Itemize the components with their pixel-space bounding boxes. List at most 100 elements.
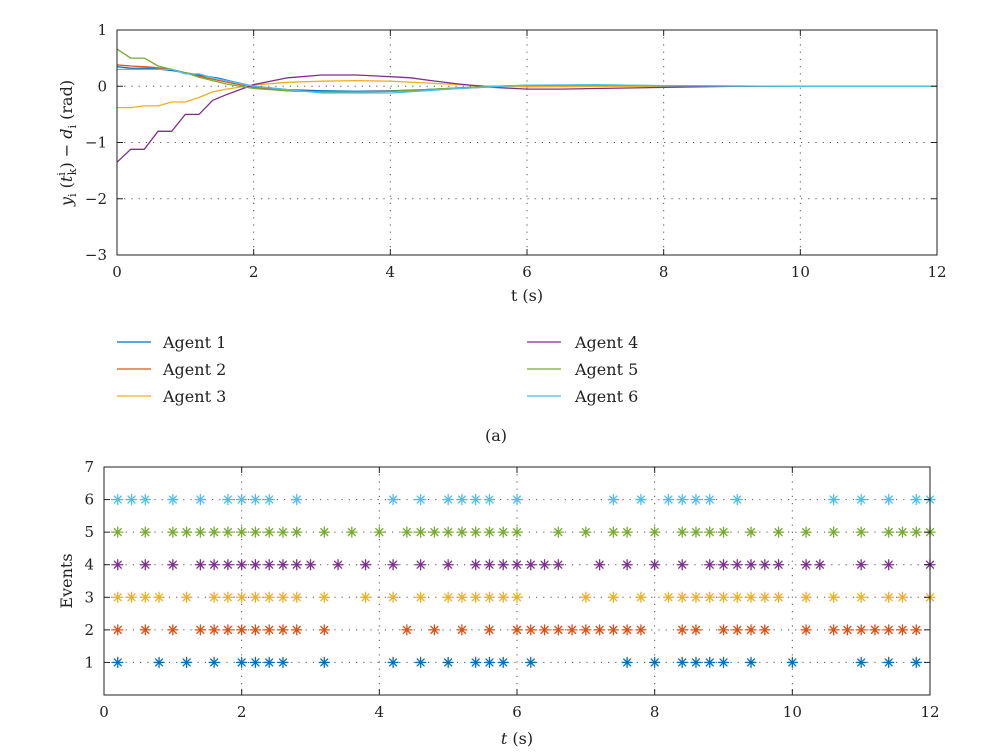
event-marker-agent-5 [717,526,730,538]
event-marker-agent-1 [883,656,895,669]
panel-b-y-tick-label: 1 [84,653,94,671]
event-marker-agent-4 [442,559,454,571]
event-marker-agent-4 [552,559,564,571]
event-marker-agent-2 [593,624,606,636]
event-marker-agent-3 [690,591,702,603]
event-marker-agent-3 [456,591,468,603]
panel-a-y-tick-label: 0 [97,77,107,95]
panel-b-y-tick-label: 2 [84,621,94,639]
panel-a-y-ticks: 1 0 −1 −2 −3 [85,21,937,264]
event-marker-agent-5 [456,526,468,538]
event-marker-agent-2 [208,624,220,636]
event-marker-agent-2 [717,624,730,636]
event-marker-agent-5 [896,526,909,538]
panel-a-y-tick-label: −1 [85,134,107,152]
panel-b-x-tick-label: 6 [512,703,522,721]
event-marker-agent-6 [855,493,867,506]
event-marker-agent-5 [277,526,289,538]
event-marker-agent-2 [607,624,620,636]
event-marker-agent-1 [470,656,482,669]
event-marker-agent-2 [759,624,771,636]
event-marker-agent-5 [208,526,220,538]
event-marker-agent-4 [483,559,496,571]
event-marker-agent-3 [759,591,771,603]
event-marker-agent-1 [910,656,922,669]
event-marker-agent-3 [263,591,275,603]
event-marker-agent-1 [621,656,633,669]
event-marker-agent-4 [717,559,730,571]
event-marker-agent-4 [236,559,248,571]
event-marker-agent-6 [607,493,620,506]
event-marker-agent-5 [607,526,620,538]
event-marker-agent-5 [222,526,234,538]
event-marker-agent-5 [112,526,124,538]
panel-a-series-lines [116,48,937,163]
event-marker-agent-5 [855,526,867,538]
event-marker-agent-6 [222,493,234,506]
panel-b-x-tick-label: 2 [237,703,247,721]
event-marker-agent-3 [580,591,592,603]
event-marker-agent-6 [414,493,427,506]
event-marker-agent-5 [194,526,207,538]
event-marker-agent-5 [745,526,757,538]
event-marker-agent-2 [222,624,234,636]
event-marker-agent-5 [249,526,262,538]
event-marker-agent-3 [883,591,895,603]
event-marker-agent-4 [772,559,785,571]
event-marker-agent-6 [731,493,743,506]
event-marker-agent-4 [704,559,716,571]
event-marker-agent-5 [346,526,358,538]
event-marker-agent-6 [690,493,702,506]
event-marker-agent-1 [525,656,537,669]
event-marker-agent-5 [442,526,454,538]
event-marker-agent-3 [800,591,812,603]
event-marker-agent-1 [649,656,661,669]
event-marker-agent-5 [414,526,427,538]
event-marker-agent-4 [621,559,633,571]
panel-b-y-ticks: 1 2 3 4 5 6 7 [84,458,930,671]
event-marker-agent-3 [222,591,234,603]
event-marker-agent-6 [442,493,454,506]
event-marker-agent-3 [414,591,427,603]
event-marker-agent-5 [552,526,564,538]
panel-a-x-tick-label: 0 [112,263,122,281]
panel-b-x-tick-label: 10 [783,703,802,721]
event-marker-agent-4 [222,559,234,571]
event-marker-agent-5 [511,526,523,538]
event-marker-agent-5 [827,526,840,538]
event-marker-agent-1 [497,656,509,669]
panel-a-x-tick-label: 2 [249,263,259,281]
event-marker-agent-2 [249,624,262,636]
event-marker-agent-5 [236,526,248,538]
event-marker-agent-2 [291,624,303,636]
panel-b-x-ticks: 0 2 4 6 8 10 12 [99,467,940,721]
legend-label-agent-1: Agent 1 [162,333,226,352]
event-marker-agent-5 [621,526,633,538]
event-marker-agent-2 [167,624,179,636]
legend-label-agent-2: Agent 2 [162,360,226,379]
event-marker-agent-4 [759,559,771,571]
event-marker-agent-2 [580,624,592,636]
event-marker-agent-3 [745,591,757,603]
event-marker-agent-5 [800,526,812,538]
event-marker-agent-3 [125,591,138,603]
event-marker-agent-2 [401,624,413,636]
event-marker-agent-4 [139,559,151,571]
event-marker-agent-5 [497,526,509,538]
panel-a-y-tick-label: 1 [97,21,107,39]
event-marker-agent-3 [731,591,743,603]
panel-a-y-axis-label: yi (tik) − di (rad) [55,80,79,207]
event-marker-agent-6 [470,493,482,506]
event-marker-agent-3 [153,591,165,603]
event-marker-agent-4 [304,559,317,571]
event-marker-agent-6 [236,493,248,506]
event-marker-agent-4 [731,559,743,571]
event-marker-agent-3 [676,591,688,603]
panel-b-x-tick-label: 0 [99,703,109,721]
event-marker-agent-2 [910,624,922,636]
event-marker-agent-4 [208,559,220,571]
panel-a-x-tick-label: 4 [386,263,396,281]
legend-label-agent-5: Agent 5 [574,360,638,379]
event-marker-agent-2 [511,624,523,636]
